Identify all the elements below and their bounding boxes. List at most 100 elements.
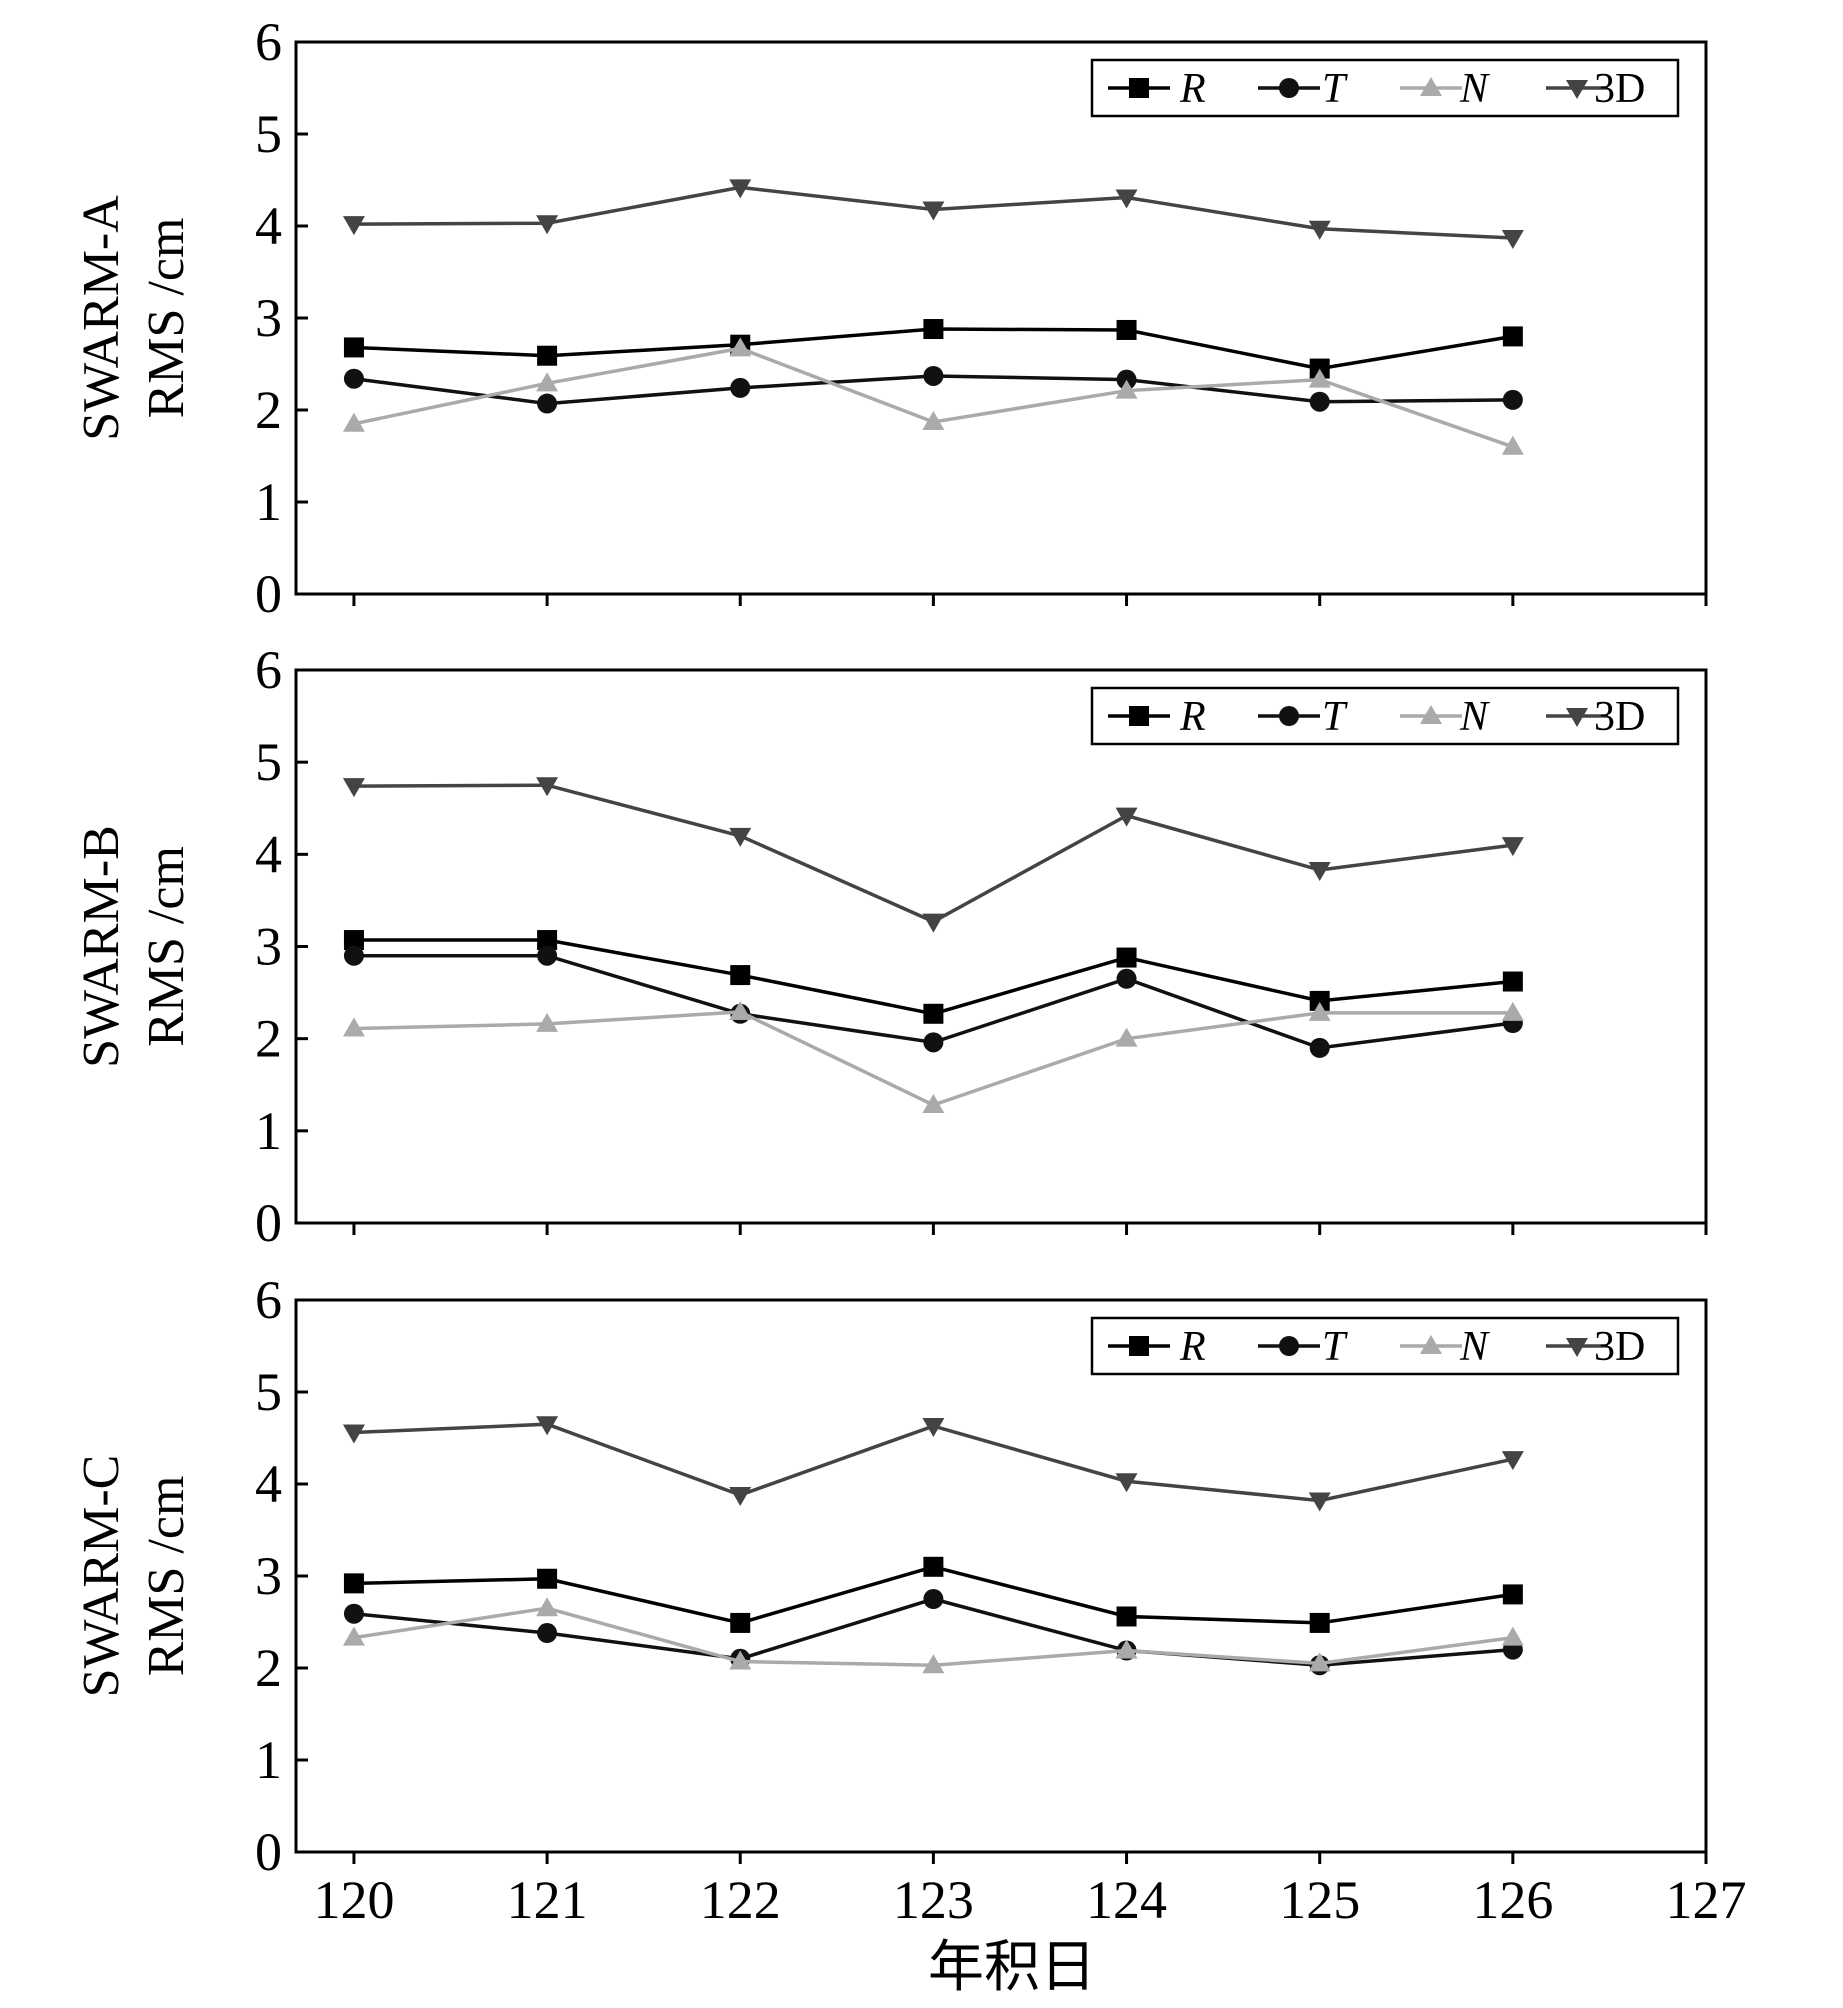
series-line-3D [353, 783, 1514, 924]
y-axis-title-line1: SWARM-A [73, 195, 130, 441]
data-point-T [537, 1623, 558, 1644]
data-point-T [537, 945, 558, 966]
x-tick-label: 127 [1666, 1870, 1747, 1930]
y-axis-title-line1: SWARM-B [73, 825, 130, 1068]
data-point-R [1502, 326, 1523, 347]
y-tick-label: 1 [255, 1730, 282, 1790]
data-point-3D [342, 778, 365, 798]
data-point-T [343, 368, 364, 389]
legend-label-R: R [1179, 1324, 1206, 1370]
data-point-T [730, 377, 751, 398]
y-tick-label: 3 [255, 288, 282, 348]
data-point-3D [536, 215, 559, 235]
y-tick-label: 5 [255, 732, 282, 792]
y-tick-label: 1 [255, 472, 282, 532]
data-point-R [1116, 1606, 1137, 1627]
data-point-T [1309, 1037, 1330, 1058]
data-point-R [537, 345, 558, 366]
data-point-T [1309, 391, 1330, 412]
data-point-R [923, 319, 944, 340]
legend-label-N: N [1459, 66, 1490, 112]
legend-marker-R [1129, 706, 1149, 726]
data-point-N [536, 1012, 559, 1032]
data-point-N [1115, 1027, 1138, 1047]
data-point-3D [536, 777, 559, 797]
y-tick-label: 2 [255, 1638, 282, 1698]
data-point-R [923, 1556, 944, 1577]
y-tick-label: 2 [255, 380, 282, 440]
data-point-T [923, 1589, 944, 1609]
data-point-N [342, 412, 365, 432]
data-point-3D [1115, 189, 1138, 209]
series-line-R [353, 938, 1514, 1016]
legend-label-R: R [1179, 66, 1206, 112]
data-point-T [923, 1032, 944, 1053]
data-point-3D [922, 1418, 945, 1438]
legend-label-3D: 3D [1594, 1324, 1645, 1370]
y-tick-label: 1 [255, 1101, 282, 1161]
plot-frame [294, 1298, 1708, 1854]
x-tick-label: 122 [700, 1870, 781, 1930]
y-tick-label: 0 [255, 564, 282, 624]
y-tick-label: 0 [255, 1193, 282, 1253]
legend-marker-3D [1566, 1338, 1588, 1357]
data-point-3D [1308, 220, 1331, 240]
legend-label-T: T [1322, 1324, 1348, 1370]
y-tick-label: 6 [255, 640, 282, 700]
data-point-N [342, 1017, 365, 1037]
data-point-N [729, 1000, 752, 1020]
x-tick-label: 124 [1086, 1870, 1167, 1930]
x-tick-label: 123 [893, 1870, 974, 1930]
data-point-R [1502, 971, 1523, 992]
legend-marker-R [1129, 78, 1149, 98]
data-point-3D [1501, 1451, 1524, 1471]
y-axis-title-line1: SWARM-C [73, 1455, 130, 1698]
legend: R T N 3D [1090, 1316, 1680, 1376]
y-tick-label: 5 [255, 1362, 282, 1422]
data-point-R [730, 965, 751, 986]
data-point-R [1309, 1612, 1330, 1633]
legend: R T N 3D [1090, 58, 1680, 118]
data-point-N [922, 1094, 945, 1114]
data-point-3D [1115, 1473, 1138, 1493]
legend-label-R: R [1179, 694, 1206, 740]
data-point-R [537, 930, 558, 951]
data-point-3D [1501, 837, 1524, 857]
data-point-N [342, 1626, 365, 1646]
data-point-N [1501, 435, 1524, 455]
data-point-R [343, 1573, 364, 1594]
data-point-3D [922, 201, 945, 221]
legend-marker-T [1279, 1336, 1299, 1356]
legend-marker-T [1279, 78, 1299, 98]
data-point-3D [1308, 1492, 1331, 1512]
data-point-R [1502, 1584, 1523, 1605]
y-tick-label: 6 [255, 12, 282, 72]
x-tick-label: 120 [313, 1870, 394, 1930]
legend-marker-3D [1566, 80, 1588, 99]
data-point-3D [342, 1424, 365, 1444]
data-point-N [1308, 368, 1331, 388]
legend-label-N: N [1459, 1324, 1490, 1370]
data-point-N [729, 1650, 752, 1670]
data-point-N [1308, 1001, 1331, 1021]
data-point-T [1116, 369, 1137, 390]
data-point-T [537, 393, 558, 414]
y-tick-label: 4 [255, 196, 282, 256]
data-point-N [1115, 1639, 1138, 1659]
data-point-R [343, 930, 364, 951]
plot-frame [294, 40, 1708, 596]
legend-label-3D: 3D [1594, 694, 1645, 740]
legend: R T N 3D [1090, 686, 1680, 746]
plot-frame [294, 668, 1708, 1225]
legend-marker-R [1129, 1336, 1149, 1356]
data-point-T [1116, 968, 1137, 989]
data-point-N [1501, 1626, 1524, 1646]
data-point-N [1115, 379, 1138, 399]
data-point-3D [922, 913, 945, 933]
legend-marker-T [1279, 706, 1299, 726]
series-line-N [353, 346, 1514, 449]
data-point-R [1116, 947, 1137, 968]
data-point-N [922, 410, 945, 430]
